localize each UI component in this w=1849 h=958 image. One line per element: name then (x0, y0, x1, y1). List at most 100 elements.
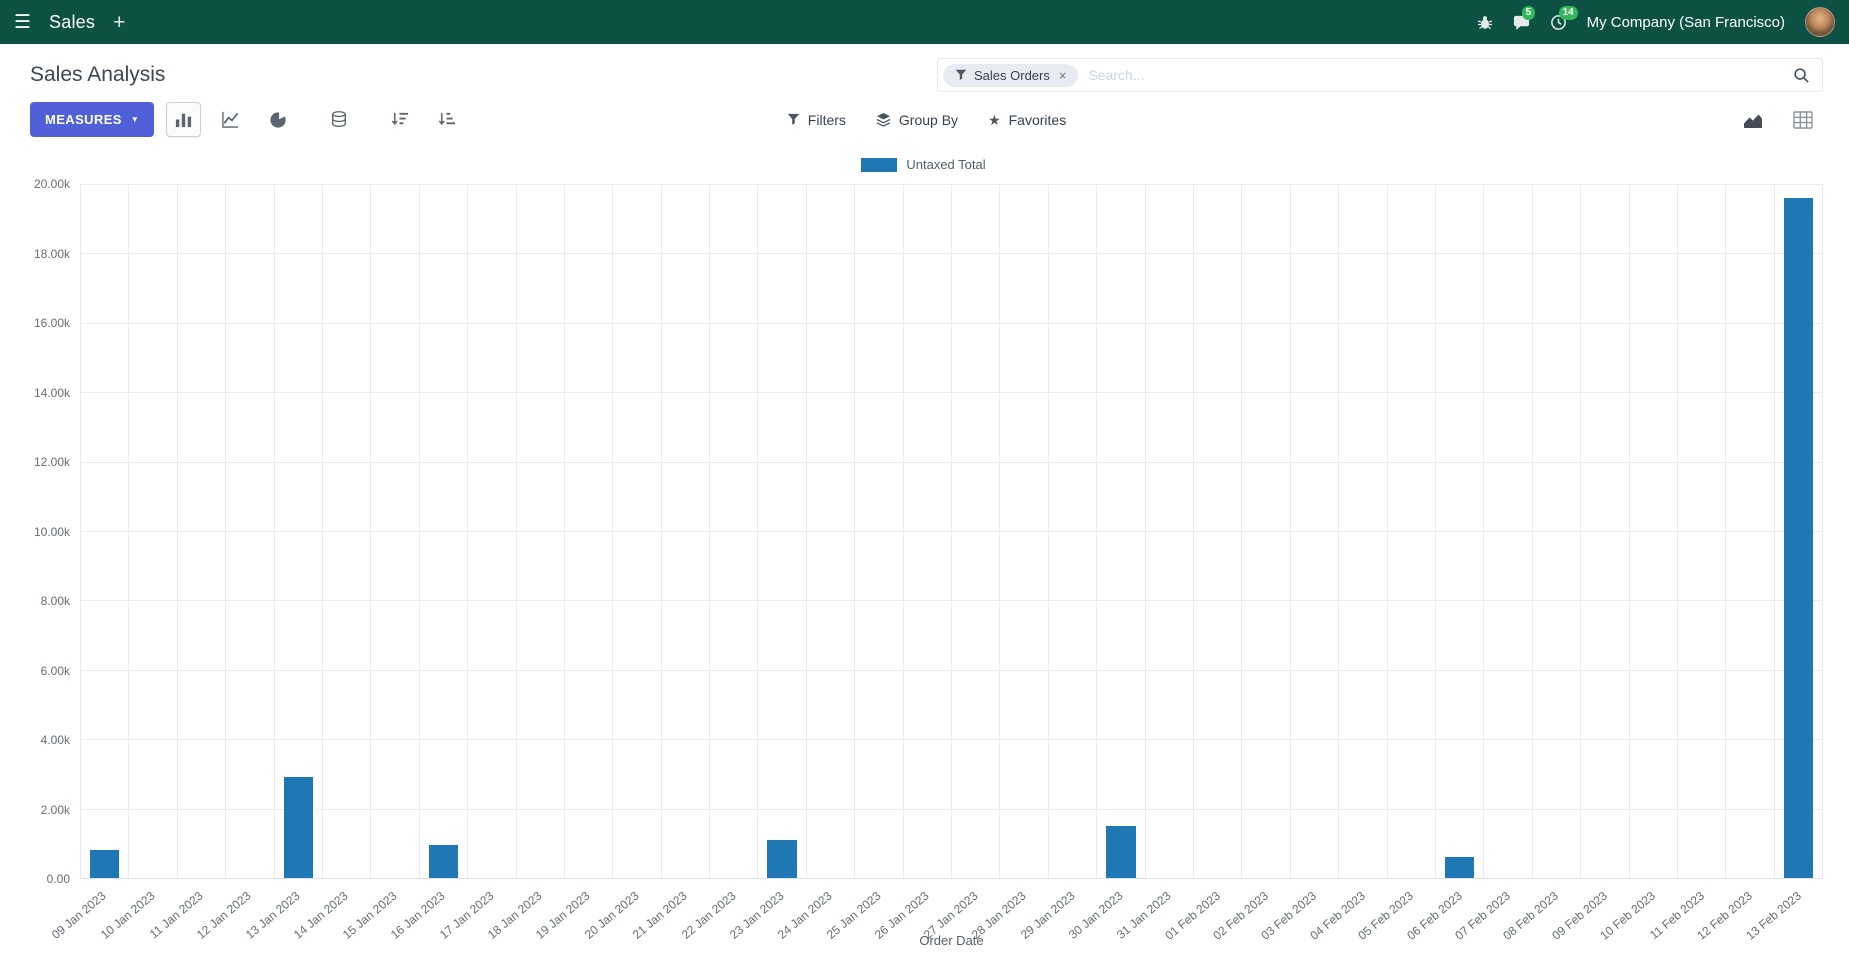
view-switcher (1733, 104, 1823, 136)
stacked-database-icon (331, 111, 346, 128)
legend-label: Untaxed Total (906, 157, 986, 172)
category-cell (1388, 184, 1436, 878)
x-tick: 13 Feb 2023 (1743, 879, 1823, 943)
graph-tools: MEASURES ▼ (30, 102, 787, 137)
category-cell (1581, 184, 1630, 878)
bar-30-jan-2023[interactable] (1106, 825, 1136, 878)
search-facet[interactable]: Sales Orders × (943, 63, 1079, 87)
y-tick-label: 20.00k (33, 177, 70, 191)
category-cell (1339, 184, 1388, 878)
category-cell (1630, 184, 1678, 878)
category-cell (517, 184, 565, 878)
bar-23-jan-2023[interactable] (767, 839, 797, 878)
activities-badge: 14 (1558, 5, 1578, 20)
search-tools: Filters Group By ★ Favorites (787, 112, 1066, 128)
plot-area (80, 184, 1824, 879)
y-tick-label: 12.00k (33, 455, 70, 469)
legend-swatch (861, 157, 898, 172)
sort-ascending-icon (438, 112, 456, 126)
category-cell (904, 184, 953, 878)
category-cell (662, 184, 711, 878)
user-avatar[interactable] (1805, 7, 1835, 37)
y-tick-label: 0.00 (46, 872, 70, 886)
bar-09-jan-2023[interactable] (90, 850, 120, 878)
group-by-label: Group By (898, 111, 959, 128)
plus-icon[interactable]: + (113, 10, 126, 34)
filters-button[interactable]: Filters (787, 112, 846, 128)
category-cell (178, 184, 227, 878)
favorites-button[interactable]: ★ Favorites (988, 112, 1066, 128)
category-cell (1097, 184, 1146, 878)
bar-chart-button[interactable] (166, 102, 202, 137)
page-title: Sales Analysis (30, 63, 166, 86)
category-cell (1533, 184, 1582, 878)
pivot-view-button[interactable] (1783, 104, 1823, 136)
funnel-icon (955, 69, 967, 80)
line-chart-button[interactable] (213, 102, 248, 137)
pie-chart-icon (270, 110, 287, 128)
y-tick-label: 4.00k (40, 733, 70, 747)
group-by-button[interactable]: Group By (876, 112, 958, 128)
chart-legend[interactable]: Untaxed Total (24, 149, 1823, 184)
bar-13-feb-2023[interactable] (1783, 197, 1814, 878)
category-cell (855, 184, 904, 878)
category-cell (1242, 184, 1291, 878)
search-facet-label: Sales Orders (974, 67, 1050, 83)
funnel-icon (787, 113, 799, 125)
category-cell (129, 184, 178, 878)
search-icon[interactable] (1793, 67, 1810, 84)
app-name[interactable]: Sales (49, 11, 96, 32)
bar-chart-icon (176, 113, 192, 128)
measures-button[interactable]: MEASURES ▼ (30, 102, 155, 137)
y-tick-label: 8.00k (40, 594, 70, 608)
sort-ascending-button[interactable] (429, 102, 464, 137)
graph-view-button[interactable] (1733, 104, 1773, 136)
sort-descending-button[interactable] (382, 102, 417, 137)
measures-label: MEASURES (45, 112, 122, 127)
chart-area: 0.00 2.00k 4.00k 6.00k 8.00k 10.00k 12.00k 14.0… (24, 177, 1824, 886)
category-cell (1291, 184, 1340, 878)
sort-descending-icon (391, 112, 409, 126)
y-tick-label: 2.00k (40, 802, 70, 817)
company-switcher[interactable]: My Company (San Francisco) (1586, 13, 1785, 31)
nav-right: 5 14 My Company (San Francisco) (1477, 5, 1835, 37)
pivot-table-icon (1793, 110, 1813, 129)
line-chart-icon (222, 111, 239, 128)
search-input[interactable]: Sales Orders × Search... (937, 58, 1823, 92)
category-cell (275, 184, 323, 878)
star-icon: ★ (988, 111, 1001, 128)
y-axis: 0.00 2.00k 4.00k 6.00k 8.00k 10.00k 12.00k 14.0… (24, 177, 80, 886)
category-cell (758, 184, 807, 878)
bar-06-feb-2023[interactable] (1444, 857, 1475, 878)
category-cell (1194, 184, 1243, 878)
category-cell (420, 184, 469, 878)
apps-menu-icon[interactable]: ☰ (14, 11, 32, 33)
control-panel: Sales Analysis Sales Orders × Search... (0, 44, 1849, 96)
category-cell (807, 184, 856, 878)
nav-left: ☰ Sales + (14, 12, 125, 33)
debug-bug-icon[interactable] (1477, 14, 1493, 30)
category-cell (1000, 184, 1049, 878)
layers-icon (876, 112, 891, 127)
stacked-toggle-button[interactable] (321, 102, 356, 137)
messages-badge: 5 (1521, 5, 1536, 20)
search-placeholder: Search... (1088, 67, 1145, 83)
bar-13-jan-2023[interactable] (283, 777, 313, 878)
x-axis-title: Order Date (919, 933, 984, 948)
y-tick-label: 10.00k (33, 524, 70, 539)
category-cell (323, 184, 372, 878)
y-tick-label: 18.00k (33, 246, 70, 261)
plot-cells (81, 184, 1824, 878)
activities-clock-icon[interactable]: 14 (1550, 5, 1578, 31)
category-cell (1484, 184, 1533, 878)
category-cell (1049, 184, 1098, 878)
facet-close-icon[interactable]: × (1058, 67, 1067, 83)
pie-chart-button[interactable] (260, 102, 295, 137)
filters-label: Filters (807, 111, 846, 128)
bar-16-jan-2023[interactable] (428, 845, 459, 878)
area-chart-icon (1744, 114, 1762, 128)
messages-icon[interactable]: 5 (1513, 5, 1536, 31)
category-cell (1678, 184, 1727, 878)
category-cell (371, 184, 420, 878)
category-cell (468, 184, 517, 878)
